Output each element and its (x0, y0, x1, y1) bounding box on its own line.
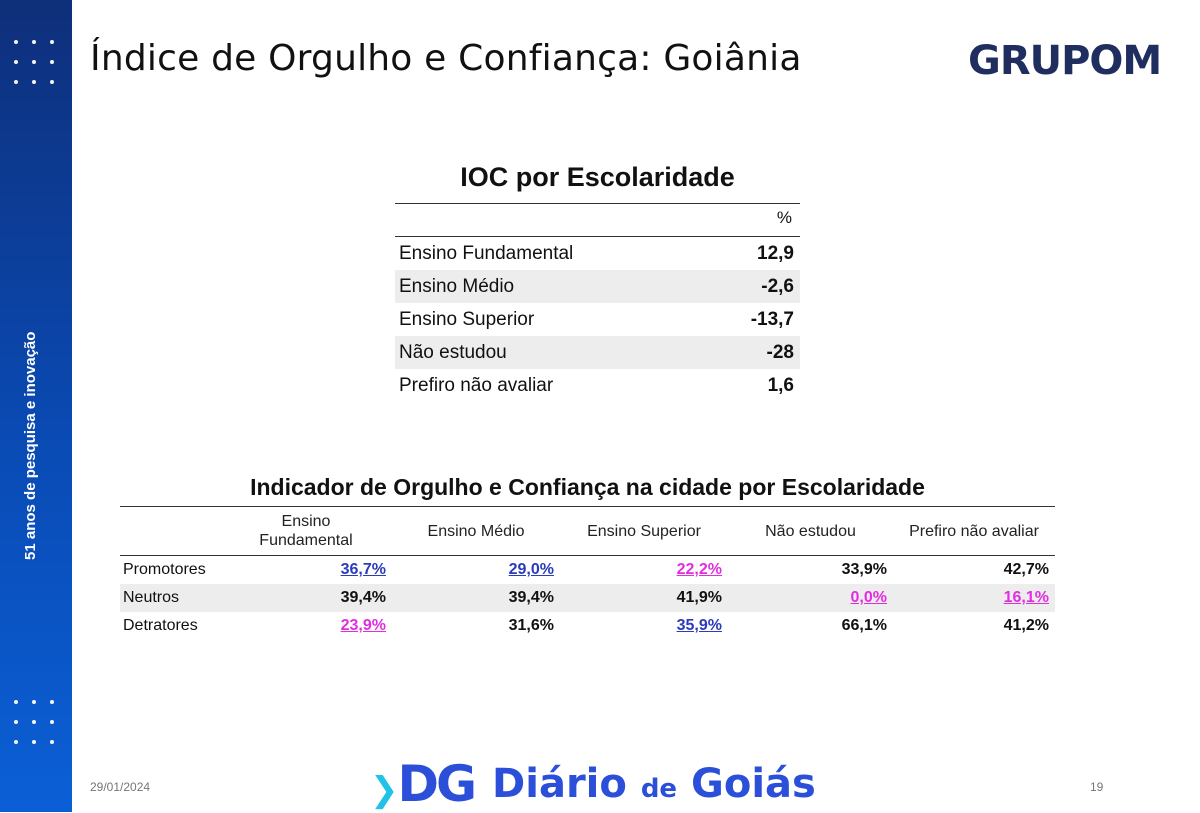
logo-word-1: Diário (492, 761, 627, 807)
page-number: 19 (1090, 780, 1104, 794)
ioc-table-title: IOC por Escolaridade (460, 162, 735, 192)
ioc-row-value: 12,9 (757, 242, 794, 264)
ioc-row-value: -2,6 (708, 270, 800, 303)
indicator-table-title: Indicador de Orgulho e Confiança na cida… (250, 474, 925, 500)
ioc-row-label: Ensino Médio (395, 270, 709, 303)
decorative-dots-bottom (14, 700, 68, 744)
table-cell: 42,7% (1003, 561, 1049, 578)
ioc-row-value: 1,6 (767, 374, 794, 396)
sidebar-tagline: 51 anos de pesquisa e inovação (22, 331, 39, 560)
ioc-row-value: -28 (708, 336, 800, 369)
column-header: Prefiro não avaliar (893, 506, 1055, 556)
table-cell: 16,1% (893, 584, 1055, 612)
table-row: Prefiro não avaliar 1,6 (395, 369, 800, 402)
table-cell: 23,9% (340, 617, 386, 634)
ioc-row-label: Prefiro não avaliar (399, 374, 554, 396)
table-cell: 66,1% (841, 617, 887, 634)
table-row: Ensino Médio -2,6 (395, 270, 800, 303)
table-cell: 0,0% (728, 584, 893, 612)
column-header: Ensino Fundamental (220, 506, 392, 556)
table-row: Promotores 36,7% 29,0% 22,2% 33,9% 42,7% (120, 556, 1055, 585)
diario-de-goias-logo: ❯DG Diário de Goiás (370, 755, 816, 813)
table-row: Não estudou -28 (395, 336, 800, 369)
table-row: Ensino Fundamental 12,9 (395, 237, 800, 271)
table-row: Neutros 39,4% 39,4% 41,9% 0,0% 16,1% (120, 584, 1055, 612)
row-label: Neutros (120, 584, 220, 612)
logo-wordmark: Diário de Goiás (492, 761, 816, 807)
table-cell: 41,2% (1003, 617, 1049, 634)
table-cell: 33,9% (841, 561, 887, 578)
footer-date: 29/01/2024 (90, 780, 151, 794)
table-cell: 29,0% (508, 561, 554, 578)
table-cell: 36,7% (340, 561, 386, 578)
ioc-row-label: Ensino Fundamental (399, 242, 574, 264)
table-cell: 31,6% (508, 617, 554, 634)
ioc-row-value: -13,7 (750, 308, 794, 330)
ioc-row-label: Não estudou (395, 336, 709, 369)
table-cell: 41,9% (560, 584, 728, 612)
table-cell: 22,2% (676, 561, 722, 578)
table-cell: 39,4% (392, 584, 560, 612)
row-label: Detratores (123, 617, 198, 634)
ioc-header-unit: % (708, 203, 800, 237)
table-row: Detratores 23,9% 31,6% 35,9% 66,1% 41,2% (120, 612, 1055, 640)
ioc-table: % Ensino Fundamental 12,9 Ensino Médio -… (395, 203, 800, 402)
logo-word-2: Goiás (691, 761, 816, 807)
logo-word-de: de (640, 774, 678, 804)
slide-title: Índice de Orgulho e Confiança: Goiânia (90, 38, 802, 79)
decorative-dots-top (14, 40, 68, 84)
indicator-table: Ensino Fundamental Ensino Médio Ensino S… (120, 506, 1055, 640)
row-label: Promotores (123, 561, 206, 578)
table-cell: 39,4% (220, 584, 392, 612)
table-cell: 35,9% (676, 617, 722, 634)
chevron-right-icon: ❯ (370, 770, 398, 810)
ioc-header-label (395, 203, 709, 237)
column-header: Não estudou (728, 506, 893, 556)
dg-logo-mark: ❯DG (370, 755, 478, 813)
indicator-header-blank (120, 506, 220, 556)
table-row: Ensino Superior -13,7 (395, 303, 800, 336)
column-header: Ensino Médio (392, 506, 560, 556)
ioc-row-label: Ensino Superior (399, 308, 535, 330)
column-header: Ensino Superior (560, 506, 728, 556)
left-sidebar: 51 anos de pesquisa e inovação (0, 0, 72, 812)
grupom-logo: GRUPOM (968, 38, 1162, 84)
dg-letters: DG (397, 755, 478, 813)
